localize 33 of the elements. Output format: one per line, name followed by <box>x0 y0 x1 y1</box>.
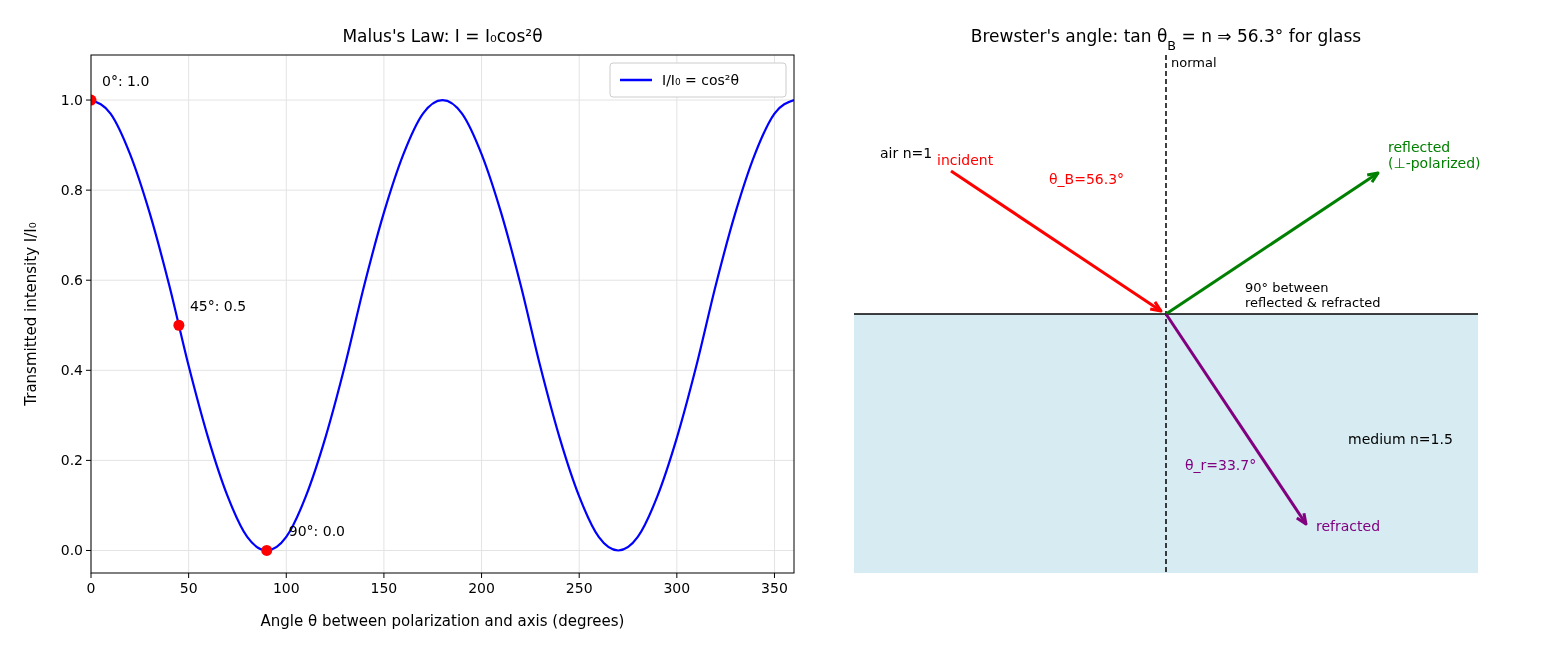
text: θ_r=33.7° <box>1185 457 1257 473</box>
x-tick-label: 250 <box>565 580 593 596</box>
x-tick-label: 150 <box>370 580 398 596</box>
text: medium n=1.5 <box>1348 431 1453 447</box>
x-axis-title: Angle θ between polarization and axis (degrees) <box>260 612 625 630</box>
text: θ_B=56.3° <box>1049 171 1125 187</box>
y-axis-title: Transmitted intensity I/I₀ <box>22 222 40 407</box>
text: incident <box>937 152 994 168</box>
x-tick-label: 300 <box>663 580 691 596</box>
annotation: 45°: 0.5 <box>189 298 247 315</box>
annotation: 0°: 1.0 <box>102 73 150 90</box>
chart-title: Malus's Law: I = I₀cos²θ <box>342 26 543 46</box>
x-tick-label: 200 <box>468 580 495 596</box>
x-tick-label: 100 <box>272 580 300 596</box>
text: Brewster's angle: tan θ$_{B}$ = n ⇒ 56.3° for glass <box>970 26 1362 53</box>
y-tick-label: 0.8 <box>60 182 83 199</box>
text: refracted <box>1316 518 1381 534</box>
text: 90° between reflected & refracted <box>1245 280 1381 310</box>
x-tick-label: 50 <box>179 580 198 596</box>
x-tick-label: 0 <box>86 580 96 596</box>
point <box>261 544 273 556</box>
annotation: 90°: 0.0 <box>288 523 345 540</box>
legend-label: I/I₀ = cos²θ <box>662 72 739 88</box>
y-tick-label: 0.2 <box>60 452 83 469</box>
text: air n=1 <box>880 145 933 161</box>
point <box>173 319 185 331</box>
y-tick-label: 1.0 <box>60 92 83 109</box>
x-tick-label: 350 <box>761 580 788 596</box>
y-tick-label: 0.0 <box>60 542 83 559</box>
text: reflected (⊥-polarized) <box>1388 139 1481 172</box>
text: normal <box>1171 55 1217 70</box>
y-tick-label: 0.4 <box>60 362 84 379</box>
y-tick-label: 0.6 <box>60 272 84 289</box>
